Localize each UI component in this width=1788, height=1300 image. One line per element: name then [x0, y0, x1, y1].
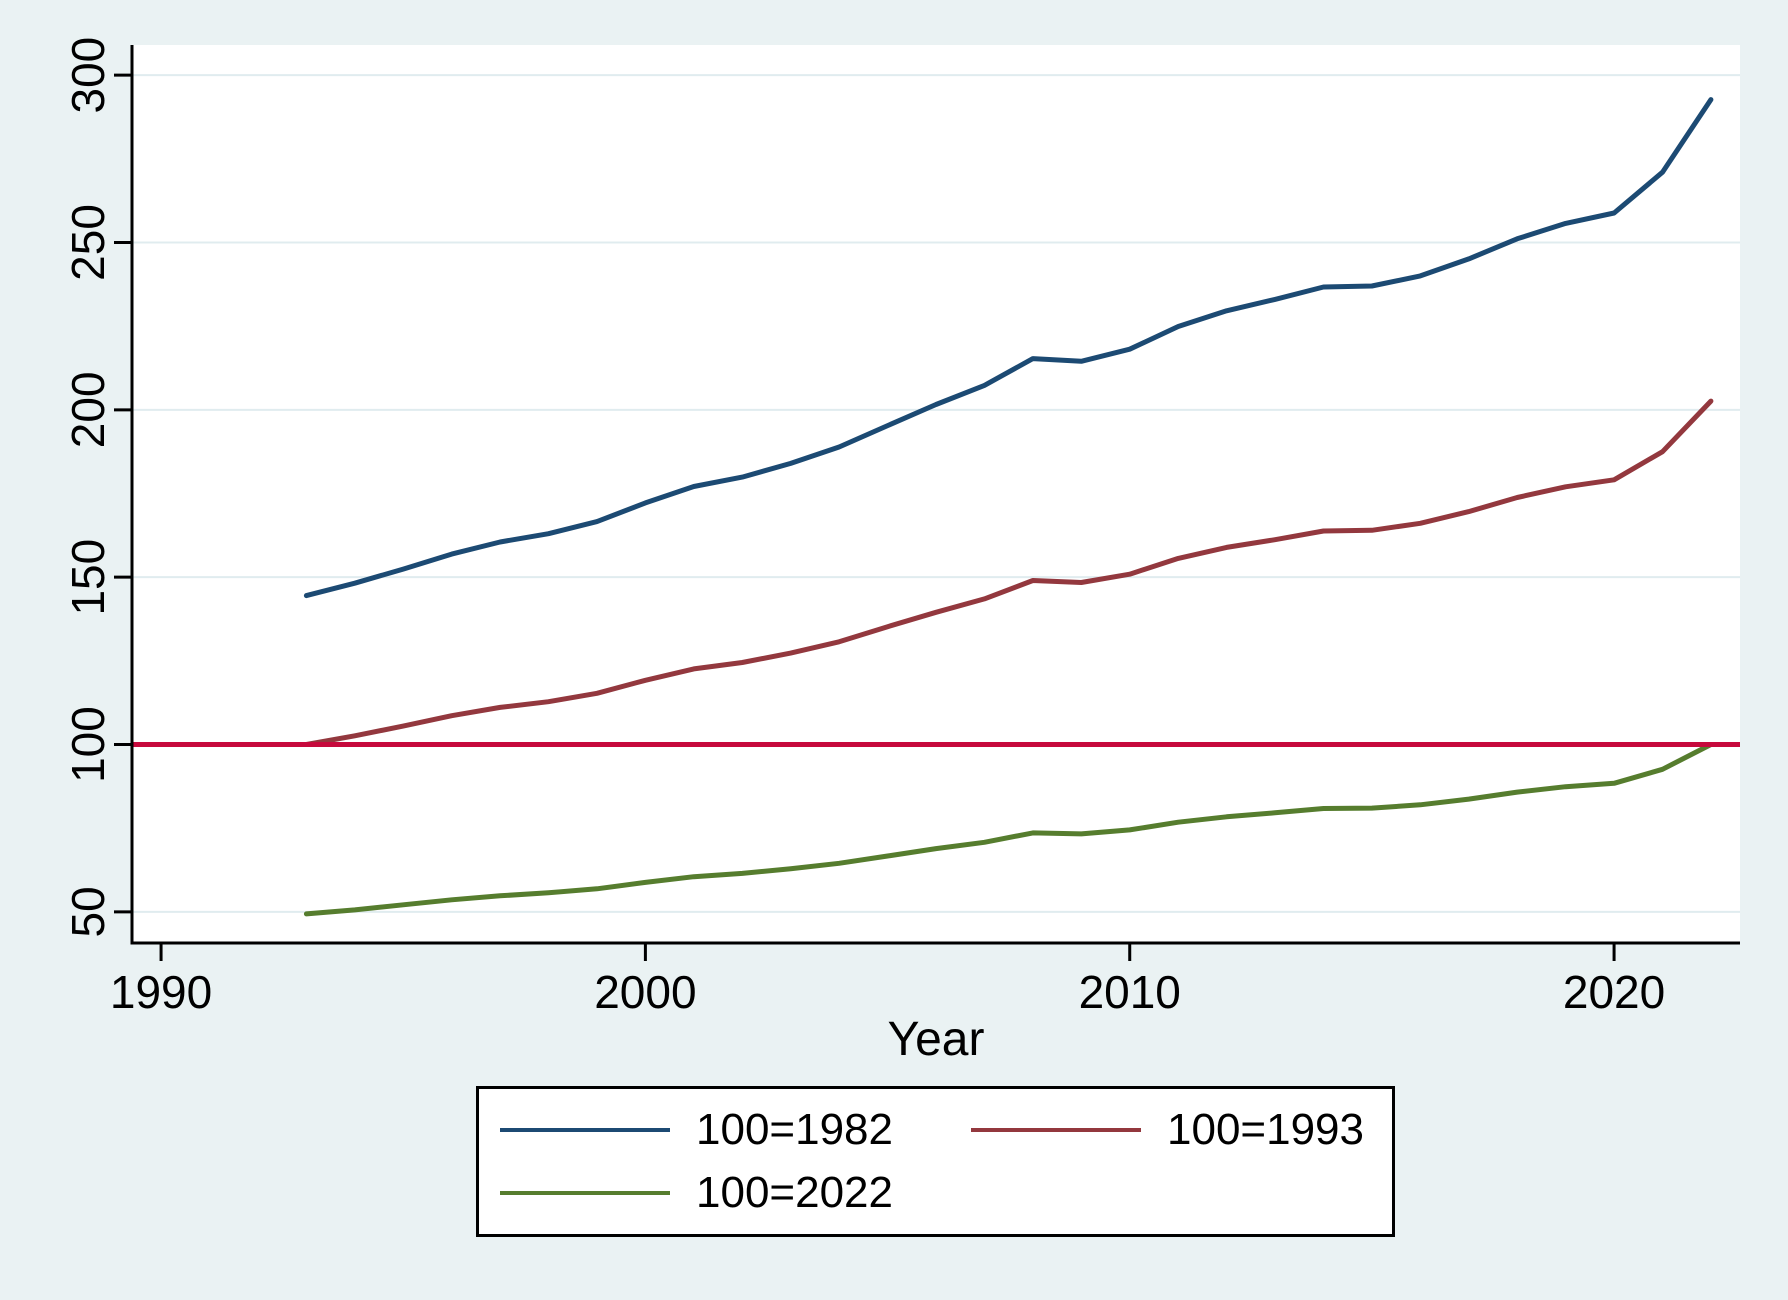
legend-label: 100=2022	[696, 1167, 893, 1217]
y-tick-label-200: 200	[62, 371, 114, 448]
legend-swatch-line	[500, 1190, 670, 1195]
legend-label: 100=1982	[696, 1105, 893, 1155]
y-tick-label-250: 250	[62, 204, 114, 281]
x-tick-label-2000: 2000	[594, 966, 696, 1018]
legend-item-100=1993: 100=1993	[950, 1099, 1392, 1162]
y-tick-label-50: 50	[62, 886, 114, 937]
legend-label: 100=1993	[1167, 1105, 1364, 1155]
y-tick-label-100: 100	[62, 706, 114, 783]
x-tick-label-2010: 2010	[1079, 966, 1181, 1018]
x-tick-label-2020: 2020	[1563, 966, 1665, 1018]
y-tick-label-150: 150	[62, 539, 114, 616]
series-line-100=1993	[303, 398, 1714, 747]
legend-swatch-line	[971, 1128, 1141, 1133]
series-line-100=1982	[303, 97, 1714, 599]
series-lines	[303, 97, 1714, 917]
axes	[130, 45, 1740, 945]
legend-item-100=2022: 100=2022	[479, 1162, 950, 1225]
legend: 100=1982 100=1993 100=2022	[476, 1086, 1395, 1237]
legend-swatch-line	[500, 1128, 670, 1133]
x-axis-ticks: 1990 2000 2010 2020	[110, 943, 1665, 1018]
series-line-100=2022	[303, 742, 1714, 917]
x-tick-label-1990: 1990	[110, 966, 212, 1018]
y-axis-ticks: 50 100 150 200 250 300	[62, 37, 132, 937]
y-tick-label-300: 300	[62, 37, 114, 114]
plot-area	[132, 45, 1740, 943]
legend-item-100=1982: 100=1982	[479, 1099, 950, 1162]
x-axis-title: Year	[887, 1013, 985, 1066]
